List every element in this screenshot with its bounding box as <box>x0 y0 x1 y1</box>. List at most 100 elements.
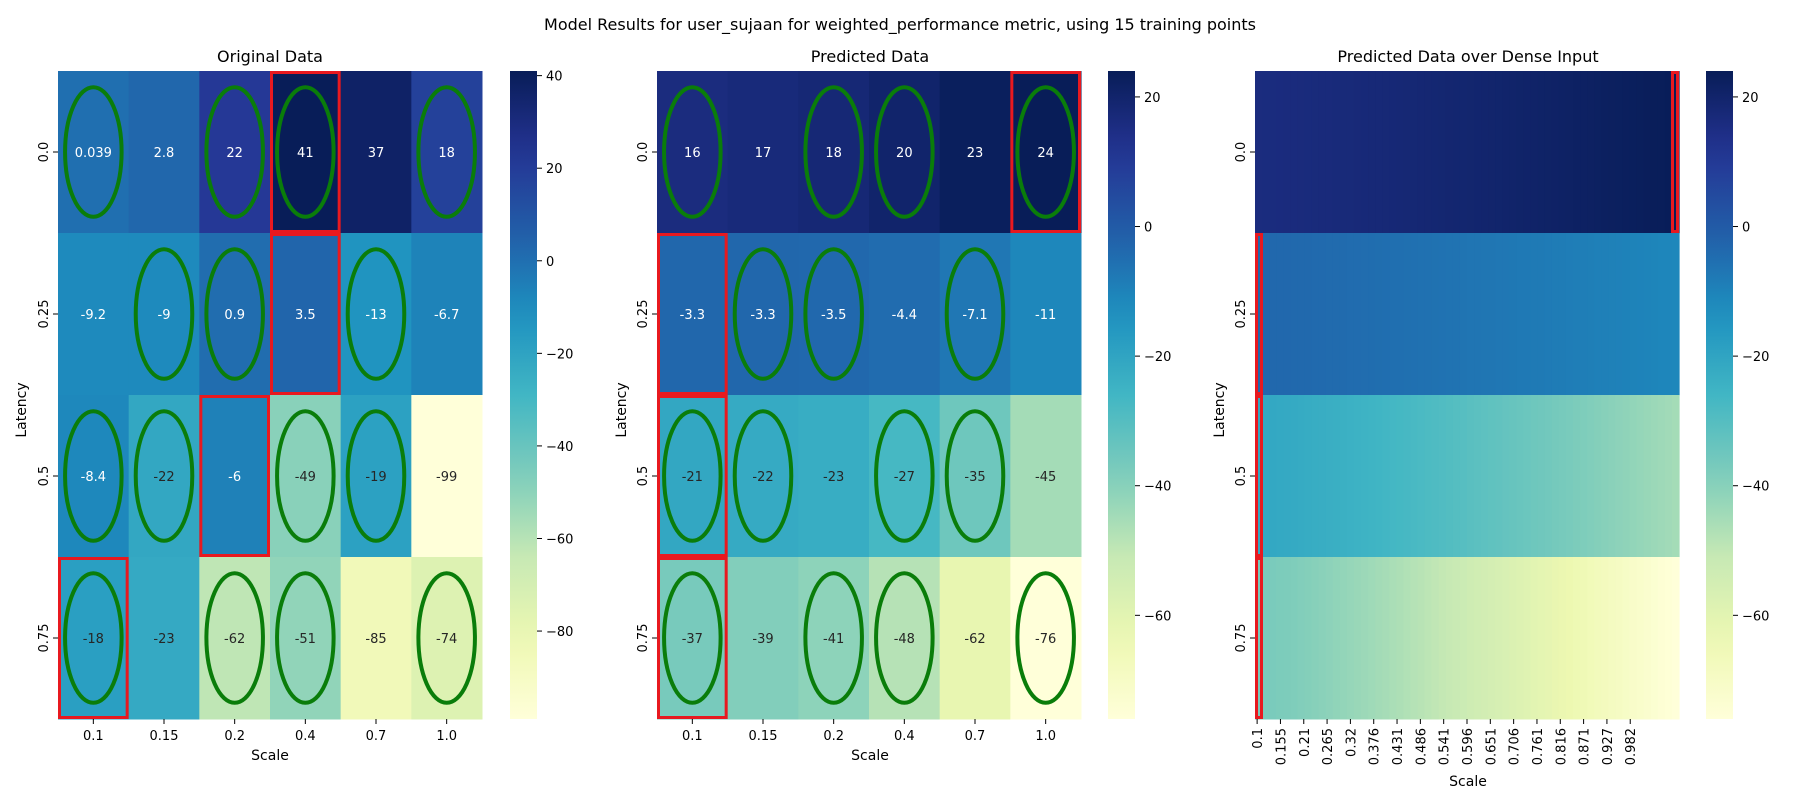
dense-heatmap-strip <box>1318 557 1327 720</box>
dense-heatmap-strip <box>1509 395 1518 558</box>
dense-heatmap-strip <box>1474 71 1482 234</box>
cell-value-label: -76 <box>1035 632 1056 647</box>
dense-heatmap-strip <box>1530 233 1539 396</box>
heatmap-cell <box>798 233 870 396</box>
dense-heatmap-strip <box>1361 557 1369 720</box>
dense-heatmap-strip <box>1424 233 1433 396</box>
dense-heatmap-strip <box>1445 557 1454 720</box>
dense-heatmap-strip <box>1481 395 1489 558</box>
dense-heatmap-strip <box>1636 395 1645 558</box>
dense-heatmap-strip <box>1431 557 1440 720</box>
cell-value-label: 17 <box>755 146 772 161</box>
dense-heatmap-strip <box>1488 71 1496 234</box>
heatmap-cell <box>128 557 200 720</box>
dense-heatmap-strip <box>1431 71 1440 234</box>
training-point-marker <box>345 247 407 381</box>
dense-heatmap-strip <box>1332 233 1341 396</box>
cell-value-label: -9.2 <box>81 308 106 323</box>
dense-heatmap-strip <box>1650 395 1659 558</box>
heatmap-cell <box>727 233 799 396</box>
dense-heatmap-strip <box>1276 395 1284 558</box>
dense-heatmap-strip <box>1643 395 1652 558</box>
dense-heatmap-strip <box>1346 557 1355 720</box>
dense-heatmap-strip <box>1339 395 1348 558</box>
cell-value-label: -4.4 <box>892 308 917 323</box>
dense-heatmap-strip <box>1601 557 1609 720</box>
dense-heatmap-strip <box>1276 71 1284 234</box>
x-tick-label: 0.1 <box>83 729 104 744</box>
cell-value-label: 0.9 <box>224 308 245 323</box>
heatmap-cell <box>340 395 412 558</box>
training-point-marker <box>133 247 195 381</box>
dense-heatmap-strip <box>1502 233 1510 396</box>
dense-heatmap-strip <box>1297 71 1306 234</box>
dense-heatmap-strip <box>1410 71 1419 234</box>
dense-heatmap-strip <box>1438 557 1447 720</box>
x-tick-label: 0.7 <box>965 729 986 744</box>
ticks-dense: 0.1 0.155 0.21 0.265 0.32 0.376 0.431 0.486 0.54… <box>1234 142 1639 766</box>
dense-heatmap-strip <box>1368 71 1376 234</box>
dense-heatmap-strip <box>1262 557 1270 720</box>
training-point-marker <box>944 409 1006 543</box>
heatmap-cell <box>869 233 941 396</box>
heatmap-predicted: 16 17 18 20 23 24 -3.3 -3.3 -3.5 -4.4 -7.1 -11 -21 -2… <box>657 71 1082 720</box>
dense-heatmap-strip <box>1353 395 1362 558</box>
dense-heatmap-strip <box>1580 557 1588 720</box>
dense-heatmap-strip <box>1332 71 1341 234</box>
dense-heatmap-strip <box>1671 395 1680 558</box>
dense-heatmap-strip <box>1558 557 1567 720</box>
training-point-marker <box>63 571 124 705</box>
x-tick-label: 0.596 <box>1461 728 1476 765</box>
x-tick-label: 1.0 <box>1035 729 1056 744</box>
dense-heatmap-strip <box>1290 71 1298 234</box>
cell-value-label: -8.4 <box>81 470 106 485</box>
dense-heatmap-strip <box>1297 395 1306 558</box>
heatmap-cell <box>869 71 941 234</box>
dense-heatmap-strip <box>1375 71 1383 234</box>
highlight-box <box>657 557 728 719</box>
dense-heatmap-strip <box>1389 71 1397 234</box>
dense-heatmap-strip <box>1636 233 1645 396</box>
highlight-box <box>1255 395 1263 557</box>
dense-heatmap-strip <box>1346 395 1355 558</box>
dense-heatmap-strip <box>1580 71 1588 234</box>
dense-heatmap-strip <box>1262 233 1270 396</box>
dense-heatmap-strip <box>1523 71 1532 234</box>
heatmap-cell <box>199 71 271 234</box>
xlabel-predicted: Scale <box>851 748 889 764</box>
dense-heatmap-strip <box>1537 557 1546 720</box>
y-tick-label: 0.75 <box>1234 624 1249 653</box>
heatmap-original: 0.039 2.8 22 41 37 18 -9.2 -9 0.9 3.5 -13 -6.7 -8.4 -… <box>58 71 483 720</box>
dense-heatmap-strip <box>1304 557 1313 720</box>
dense-heatmap-strip <box>1530 557 1539 720</box>
heatmap-cell <box>869 395 941 558</box>
ylabel-dense: Latency <box>1212 382 1228 437</box>
colorbar-tick-label: 0 <box>1144 221 1152 236</box>
dense-heatmap-strip <box>1403 71 1412 234</box>
dense-heatmap-strip <box>1375 557 1383 720</box>
cell-value-label: -48 <box>894 632 915 647</box>
training-point-marker <box>662 571 723 705</box>
dense-heatmap-strip <box>1643 233 1652 396</box>
dense-heatmap-strip <box>1438 71 1447 234</box>
dense-heatmap-strip <box>1353 233 1362 396</box>
dense-heatmap-strip <box>1488 395 1496 558</box>
heatmap-cell <box>58 395 130 558</box>
dense-heatmap-strip <box>1481 233 1489 396</box>
dense-heatmap-strip <box>1601 71 1609 234</box>
cell-value-label: -6 <box>228 470 241 485</box>
dense-heatmap-strip <box>1622 71 1631 234</box>
dense-heatmap-strip <box>1382 233 1390 396</box>
x-tick-label: 0.761 <box>1531 728 1546 765</box>
dense-heatmap-strip <box>1573 395 1581 558</box>
highlight-box <box>270 71 341 233</box>
dense-heatmap-strip <box>1325 557 1334 720</box>
cell-value-label: -41 <box>823 632 844 647</box>
x-tick-label: 0.2 <box>823 729 844 744</box>
dense-heatmap-strip <box>1417 557 1426 720</box>
training-point-marker <box>1015 85 1076 219</box>
dense-heatmap-strip <box>1452 233 1461 396</box>
dense-heatmap-strip <box>1573 557 1581 720</box>
dense-heatmap-strip <box>1615 557 1624 720</box>
cell-value-label: 41 <box>297 146 314 161</box>
